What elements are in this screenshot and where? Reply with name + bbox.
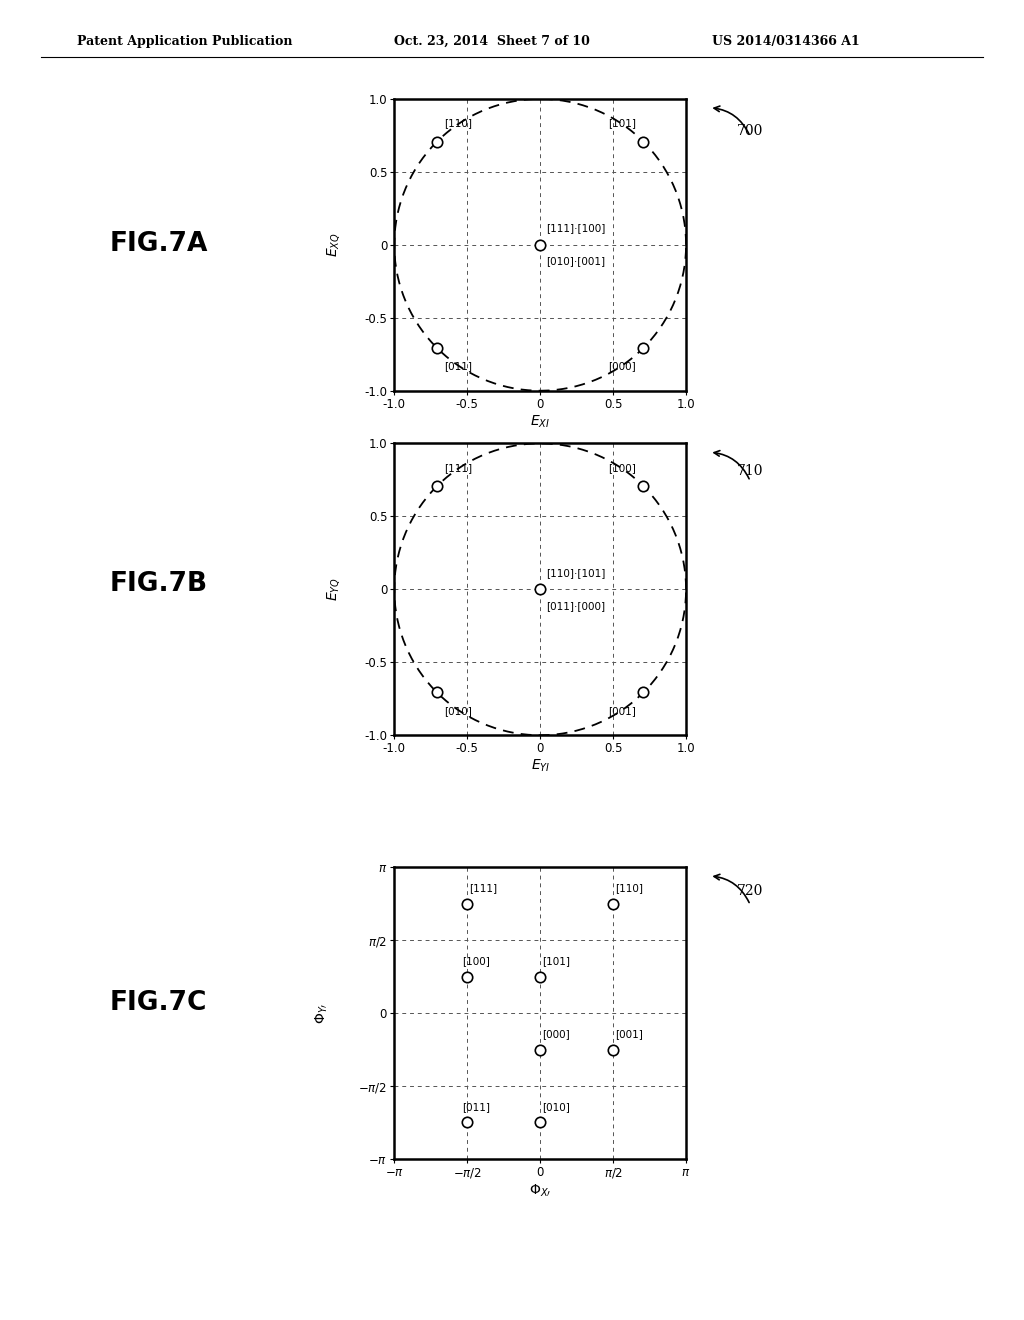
X-axis label: $E_{XI}$: $E_{XI}$: [530, 413, 550, 430]
Text: Patent Application Publication: Patent Application Publication: [77, 34, 292, 48]
Text: [110]: [110]: [444, 119, 472, 128]
Text: 710: 710: [737, 465, 764, 478]
Text: Oct. 23, 2014  Sheet 7 of 10: Oct. 23, 2014 Sheet 7 of 10: [394, 34, 590, 48]
Text: [010]·[001]: [010]·[001]: [546, 256, 605, 267]
Text: [101]: [101]: [608, 119, 636, 128]
Text: FIG.7B: FIG.7B: [110, 572, 208, 598]
Y-axis label: $E_{XQ}$: $E_{XQ}$: [325, 232, 342, 257]
Text: 720: 720: [737, 884, 764, 898]
X-axis label: $E_{YI}$: $E_{YI}$: [530, 758, 550, 775]
Text: US 2014/0314366 A1: US 2014/0314366 A1: [712, 34, 859, 48]
Text: [010]: [010]: [543, 1102, 570, 1113]
Text: [111]·[100]: [111]·[100]: [546, 223, 605, 234]
Text: [000]: [000]: [543, 1030, 570, 1039]
Y-axis label: $\Phi_{Y\prime}$: $\Phi_{Y\prime}$: [313, 1002, 330, 1024]
Text: [111]: [111]: [470, 883, 498, 894]
Text: [110]: [110]: [615, 883, 643, 894]
Text: [100]: [100]: [463, 957, 490, 966]
Text: [110]·[101]: [110]·[101]: [546, 568, 605, 578]
Text: [011]: [011]: [463, 1102, 490, 1113]
Text: 700: 700: [737, 124, 764, 137]
Text: [101]: [101]: [543, 957, 570, 966]
Text: [011]: [011]: [444, 362, 472, 371]
Text: [100]: [100]: [608, 463, 636, 473]
Text: [001]: [001]: [615, 1030, 643, 1039]
Text: FIG.7A: FIG.7A: [110, 231, 208, 257]
Text: [111]: [111]: [444, 463, 472, 473]
X-axis label: $\Phi_{X\prime}$: $\Phi_{X\prime}$: [529, 1183, 551, 1199]
Text: FIG.7C: FIG.7C: [110, 990, 208, 1016]
Text: [001]: [001]: [608, 706, 636, 715]
Text: [011]·[000]: [011]·[000]: [546, 601, 605, 611]
Y-axis label: $E_{YQ}$: $E_{YQ}$: [325, 577, 342, 602]
Text: [000]: [000]: [608, 362, 636, 371]
Text: [010]: [010]: [444, 706, 472, 715]
